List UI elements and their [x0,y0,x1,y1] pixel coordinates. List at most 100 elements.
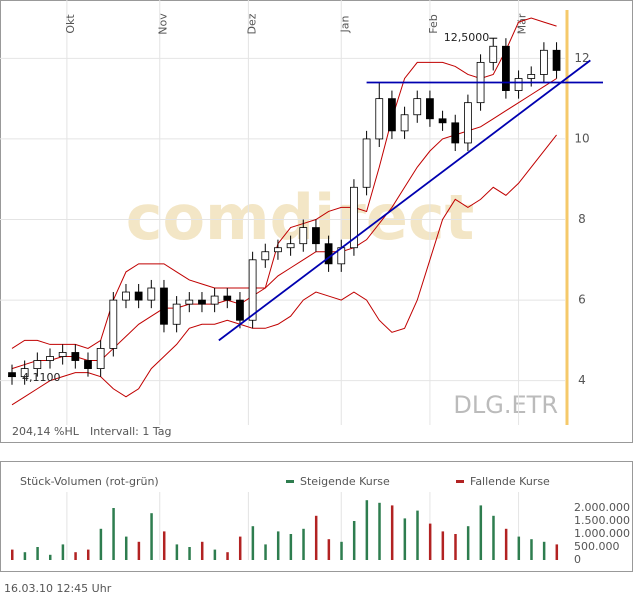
candle-body [223,295,232,301]
annotation: 4,1100 [22,371,61,384]
candle-body [362,138,371,188]
volume-bar [36,547,39,560]
legend-swatch-down [456,480,464,483]
candle-body [438,118,447,124]
bollinger-lower [11,134,557,406]
candle-body [236,299,244,321]
volume-bar [555,544,559,560]
y-tick-label: 4 [578,373,586,387]
volume-bar [276,531,280,560]
volume-bar [23,552,27,560]
volume-bar [340,541,343,560]
volume-bar [137,541,141,560]
candle-body [172,303,181,325]
volume-tick-label: 500.000 [574,540,620,553]
candle-body [274,247,282,253]
candle-body [426,98,434,120]
candle-body [413,98,422,116]
volume-bar [74,552,77,560]
candle-body [451,122,460,144]
candle-body [147,287,156,301]
volume-bar [441,531,445,560]
y-tick-label: 12 [574,51,589,65]
candle-body [299,227,308,245]
y-tick-label: 10 [574,131,589,145]
candle-body [312,227,320,245]
volume-bar [48,554,52,560]
volume-bar [200,541,204,560]
candle-body [122,291,130,301]
volume-bar [416,510,419,560]
candle-body [324,243,333,265]
candle-body [400,114,409,132]
candle-body [527,74,536,79]
candle-body [248,259,257,321]
candle-body [261,251,270,261]
candle-body [552,49,561,71]
legend-down: Fallende Kurse [470,475,550,488]
y-tick-label: 6 [578,293,586,307]
volume-bar [86,549,90,560]
volume-bar [352,521,356,560]
volume-bar [99,528,103,560]
volume-bar [492,515,495,560]
volume-bar [466,526,470,560]
range-note: 204,14 %HL [12,425,80,438]
candle-body [96,348,105,369]
volume-bar [124,536,128,560]
volume-bar [542,541,546,560]
volume-bar [390,505,394,560]
x-tick-label: Okt [64,14,77,34]
volume-bar [238,536,242,560]
volume-tick-label: 0 [574,553,581,566]
candle-body [109,299,118,349]
candle-body [388,98,396,132]
volume-bar [378,502,381,560]
annotation: 12,5000 [444,31,490,44]
candle-body [210,295,219,305]
candle-body [540,49,548,75]
volume-bar [302,528,305,560]
volume-bar [188,547,191,560]
volume-tick-label: 1.500.000 [574,514,630,527]
volume-bar [213,549,217,560]
volume-bar [226,552,229,560]
volume-bar [264,544,267,560]
volume-bar [112,508,115,560]
candle-body [58,352,67,357]
candle-body [514,78,523,91]
trendline [218,59,591,342]
volume-bar [365,500,369,560]
volume-bar [530,539,533,560]
volume-tick-label: 1.000.000 [574,527,630,540]
volume-bar [327,539,331,560]
volume-bar [517,536,521,560]
price-panel [0,0,633,443]
x-tick-label: Mär [516,13,529,34]
x-tick-label: Dez [245,13,258,34]
candle-body [84,360,92,369]
volume-bar [11,549,14,560]
volume-title: Stück-Volumen (rot-grün) [20,475,159,488]
candle-body [489,45,498,63]
y-tick-label: 8 [578,212,586,226]
candle-body [185,299,194,305]
volume-bar [175,544,179,560]
volume-bar [428,523,432,560]
volume-bar [251,526,255,560]
candle-body [502,45,510,91]
candle-body [198,299,206,305]
candle-body [134,291,143,301]
candle-body [46,356,54,361]
volume-bar [162,531,166,560]
x-tick-label: Jan [338,15,351,33]
symbol: DLG.ETR [453,391,558,419]
x-tick-label: Feb [427,14,440,33]
candle-body [350,186,358,249]
candle-body [286,243,295,249]
candle-body [464,102,472,144]
legend-up: Steigende Kurse [300,475,390,488]
legend-swatch-up [286,480,294,483]
volume-bar [454,534,457,560]
